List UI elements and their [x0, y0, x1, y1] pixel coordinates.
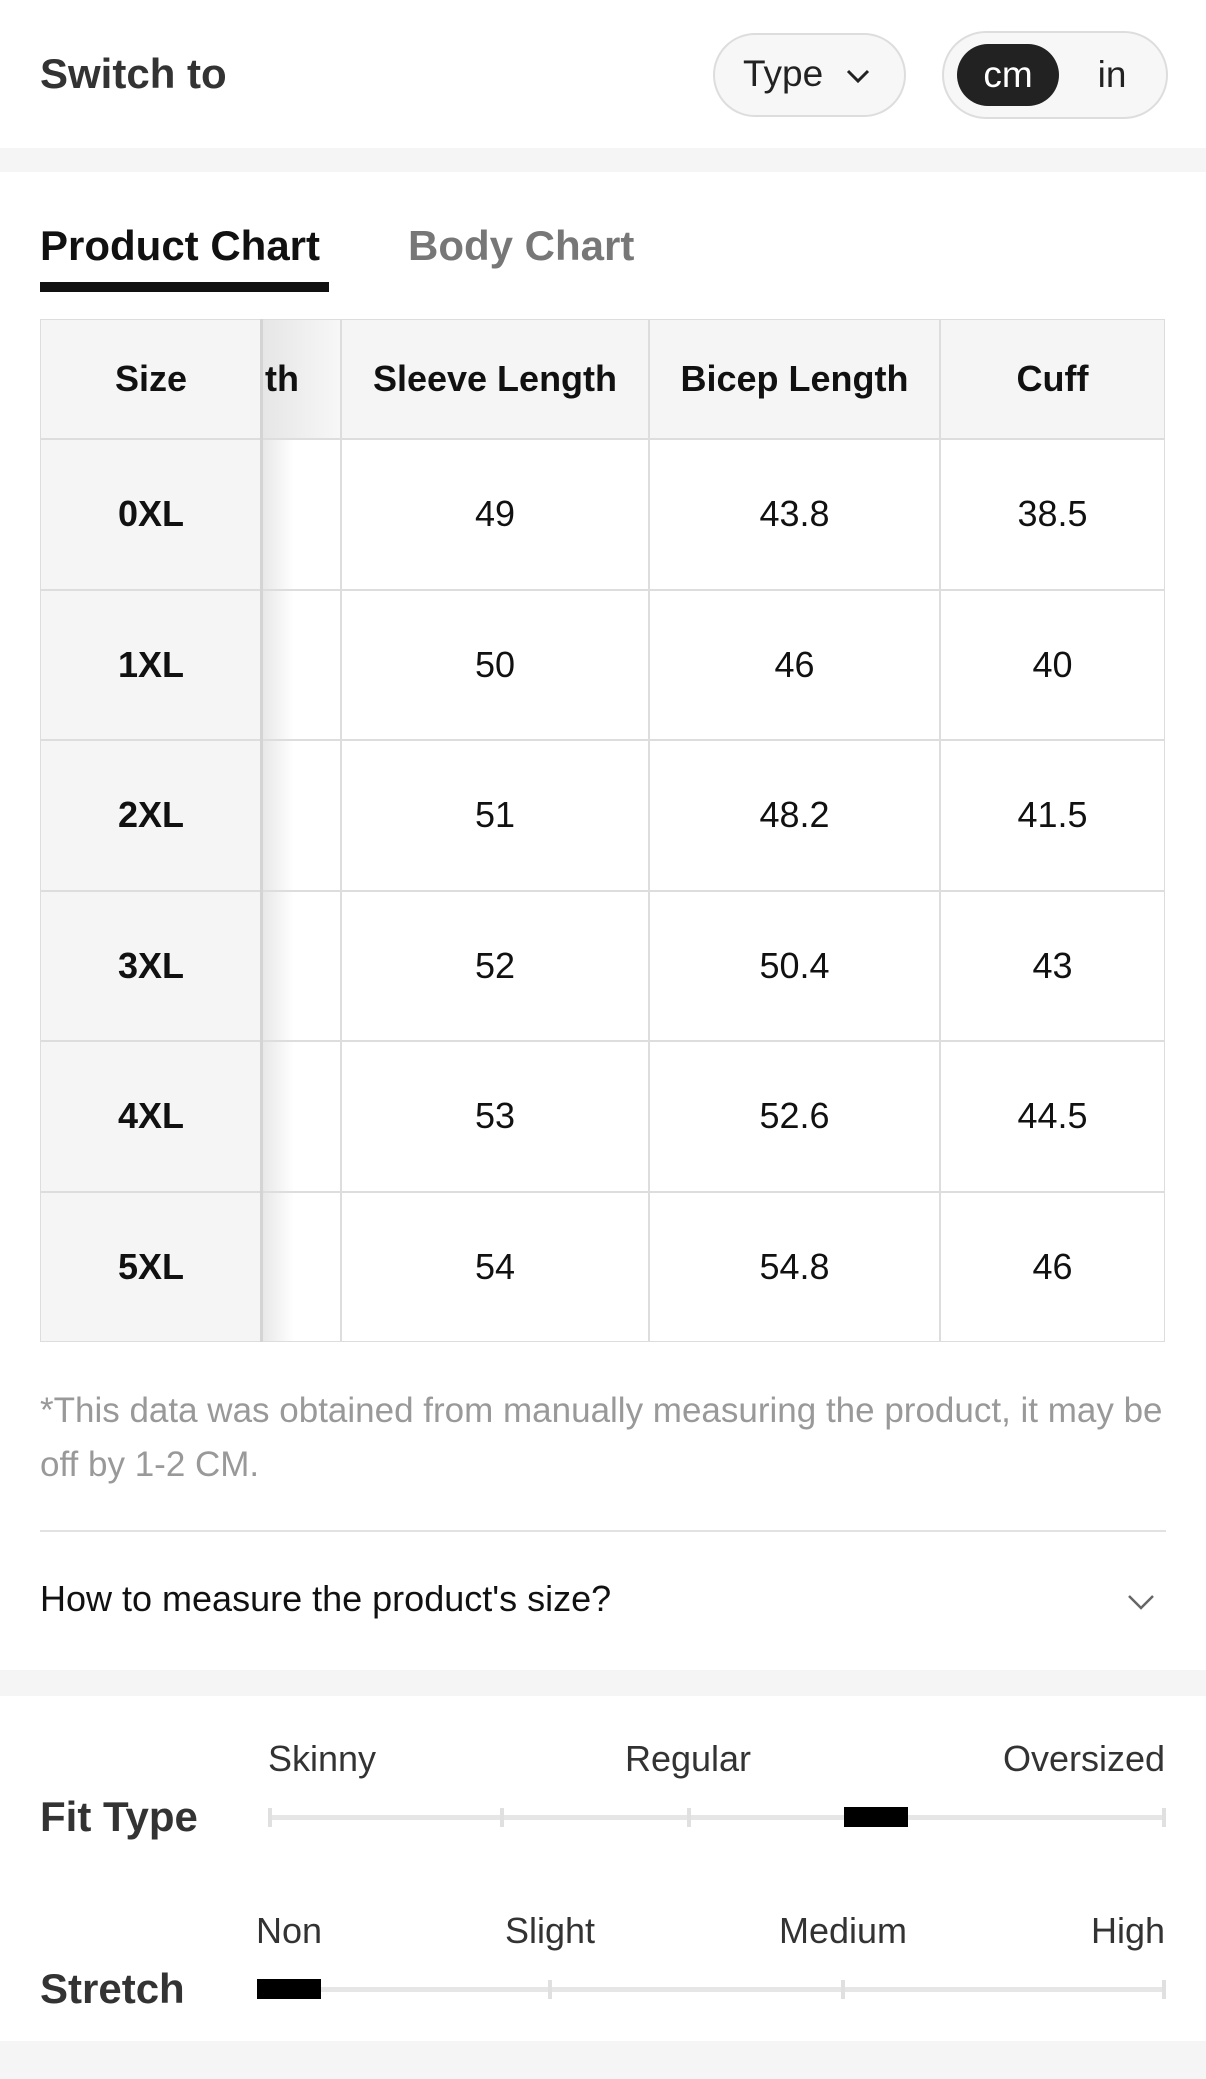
column-header: th — [262, 319, 341, 439]
cell: 53 — [341, 1041, 649, 1192]
track — [270, 1815, 1166, 1820]
track — [257, 1987, 1166, 1992]
cell: 46 — [649, 589, 940, 740]
tick — [268, 1808, 272, 1827]
cell: 54 — [341, 1191, 649, 1342]
type-label: Type — [743, 53, 824, 94]
scale-option: Regular — [624, 1738, 752, 1779]
cell: 43.8 — [649, 439, 940, 590]
tab-underline — [40, 282, 329, 292]
cell: 52 — [341, 890, 649, 1041]
cell: 51 — [341, 740, 649, 891]
measure-question[interactable]: How to measure the product's size? — [40, 1578, 612, 1619]
cell — [262, 1041, 341, 1192]
separator — [0, 148, 1206, 172]
scale-label: Stretch — [40, 1965, 185, 2012]
column-header: Size — [40, 319, 262, 439]
cell: 54.8 — [649, 1191, 940, 1342]
cell: 40 — [940, 589, 1165, 740]
scale-option: Non — [256, 1910, 323, 1951]
cell — [262, 740, 341, 891]
scale-option: High — [1090, 1910, 1165, 1951]
cell: 41.5 — [940, 740, 1165, 891]
scale-option: Slight — [504, 1910, 596, 1951]
cell: 43 — [940, 890, 1165, 1041]
cell — [262, 1191, 341, 1342]
unit-toggle: cm in — [942, 31, 1168, 119]
separator — [0, 2041, 1206, 2079]
cell: 48.2 — [649, 740, 940, 891]
tab-active[interactable]: Product Chart — [40, 222, 321, 269]
fit-marker — [844, 1807, 908, 1827]
cell: 49 — [341, 439, 649, 590]
scale-option: Oversized — [1002, 1738, 1165, 1779]
divider — [40, 1530, 1166, 1532]
tick — [841, 1980, 845, 1999]
scale-option: Medium — [778, 1910, 908, 1951]
tick — [548, 1980, 552, 1999]
cell: 46 — [940, 1191, 1165, 1342]
size-cell: 1XL — [40, 589, 262, 740]
size-cell: 4XL — [40, 1041, 262, 1192]
cell — [262, 890, 341, 1041]
cell: 44.5 — [940, 1041, 1165, 1192]
fit-marker — [257, 1979, 321, 1999]
unit-in[interactable]: in — [1097, 54, 1127, 95]
size-cell: 3XL — [40, 890, 262, 1041]
unit-cm[interactable]: cm — [957, 44, 1059, 106]
cell: 38.5 — [940, 439, 1165, 590]
size-cell: 0XL — [40, 439, 262, 590]
tab[interactable]: Body Chart — [408, 222, 635, 269]
size-cell: 2XL — [40, 740, 262, 891]
note: *This data was obtained from manually me… — [40, 1391, 1163, 1484]
cell: 50 — [341, 589, 649, 740]
cell: 50.4 — [649, 890, 940, 1041]
cell — [262, 439, 341, 590]
separator — [0, 1670, 1206, 1696]
type-button[interactable]: Type — [713, 33, 906, 117]
column-shadow — [260, 319, 263, 1342]
chevron — [846, 69, 870, 84]
tick — [687, 1808, 691, 1827]
scale-label: Fit Type — [40, 1793, 198, 1840]
tick — [1162, 1980, 1166, 1999]
scale-option: Skinny — [268, 1738, 377, 1779]
column-header: Cuff — [940, 319, 1165, 439]
tick — [1162, 1808, 1166, 1827]
size-cell: 5XL — [40, 1191, 262, 1342]
column-header: Bicep Length — [649, 319, 940, 439]
cell: 52.6 — [649, 1041, 940, 1192]
switch-title: Switch to — [40, 50, 227, 97]
cell — [262, 589, 341, 740]
column-header: Sleeve Length — [341, 319, 649, 439]
chevron — [1128, 1595, 1154, 1610]
tick — [500, 1808, 504, 1827]
